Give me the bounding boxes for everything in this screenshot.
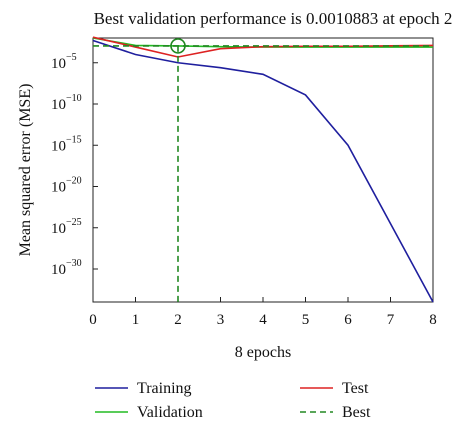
series-lines [92, 36, 434, 303]
y-tick-exponent: −10 [66, 93, 82, 104]
series-training-line [92, 39, 434, 303]
chart-title: Best validation performance is 0.0010883… [94, 9, 453, 28]
x-tick-label: 8 [429, 312, 437, 328]
x-axis-label: 8 epochs [235, 344, 291, 361]
y-tick-label: 10 −15 [51, 134, 82, 154]
y-tick-exponent: −20 [66, 176, 82, 187]
y-tick-base: 10 [51, 56, 66, 72]
y-tick-base: 10 [51, 180, 66, 196]
x-tick-label: 0 [89, 312, 97, 328]
legend-item-test: Test [300, 380, 369, 397]
y-tick-exponent: −15 [66, 134, 82, 145]
legend-item-best: Best [300, 404, 371, 421]
legend-label: Validation [137, 404, 203, 421]
y-tick-label: 10 −30 [51, 258, 82, 278]
y-tick-base: 10 [51, 97, 66, 113]
y-tick-base: 10 [51, 221, 66, 237]
x-tick-label: 2 [174, 312, 182, 328]
legend-label: Best [342, 404, 371, 421]
x-tick-label: 7 [387, 312, 395, 328]
x-tick-label: 3 [217, 312, 225, 328]
legend: Training Validation Test Best [95, 380, 371, 421]
legend-label: Test [342, 380, 369, 397]
x-tick-label: 1 [132, 312, 140, 328]
y-axis-label: Mean squared error (MSE) [17, 84, 34, 257]
y-tick-label: 10 −25 [51, 217, 82, 237]
y-tick-base: 10 [51, 262, 66, 278]
y-tick-exponent: −5 [66, 52, 77, 63]
x-tick-label: 6 [344, 312, 352, 328]
best-epoch-marker [170, 38, 186, 54]
y-tick-label: 10 −5 [51, 52, 77, 72]
x-tick-label: 4 [259, 312, 267, 328]
y-tick-label: 10 −10 [51, 93, 82, 113]
y-tick-base: 10 [51, 138, 66, 154]
y-tick-exponent: −30 [66, 258, 82, 269]
y-tick-label: 10 −20 [51, 176, 82, 196]
legend-item-training: Training [95, 380, 192, 397]
legend-item-validation: Validation [95, 404, 203, 421]
plot-frame [92, 37, 434, 303]
legend-label: Training [137, 380, 192, 397]
y-tick-exponent: −25 [66, 217, 82, 228]
x-tick-label: 5 [302, 312, 310, 328]
